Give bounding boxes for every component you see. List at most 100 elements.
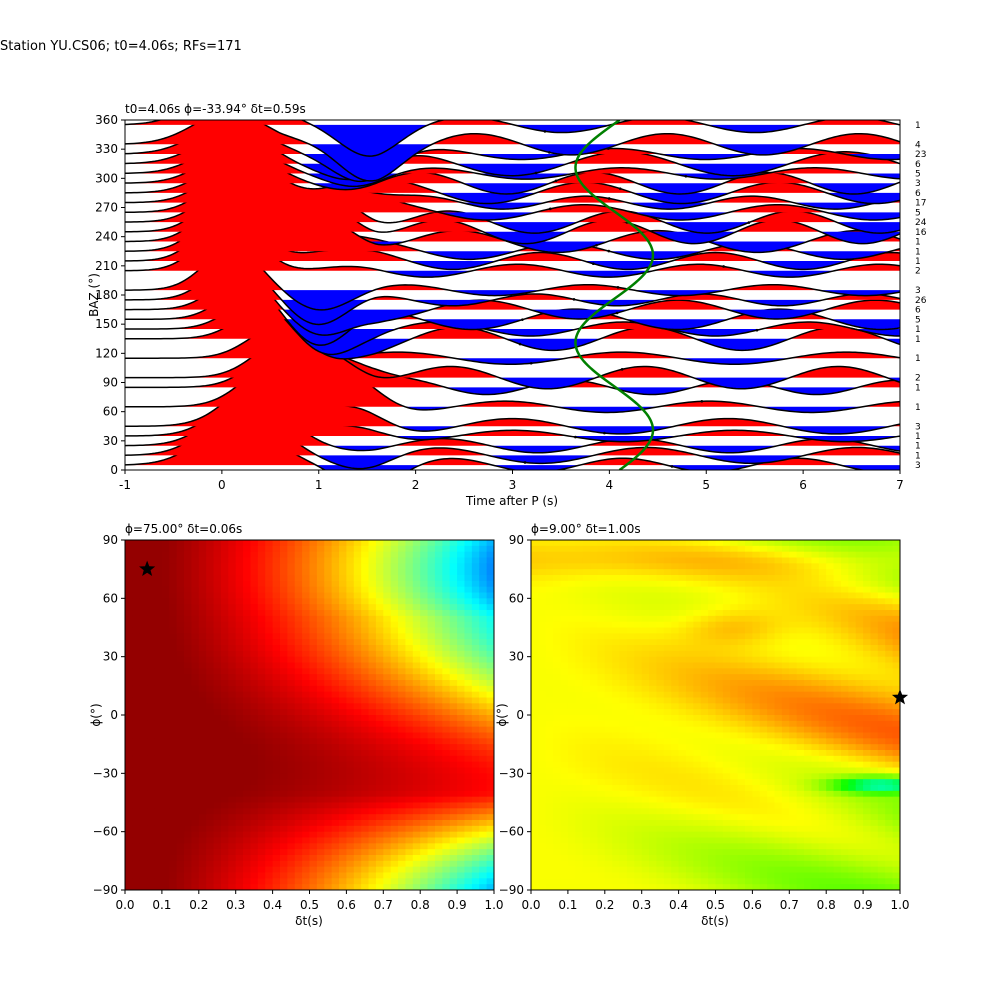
heatmap-left-cell xyxy=(154,674,163,681)
heatmap-left-cell xyxy=(442,790,451,798)
heatmap-left-cell xyxy=(198,540,207,547)
heatmap-left-cell xyxy=(294,878,303,885)
heatmap-left-cell xyxy=(169,866,178,874)
heatmap-left-cell xyxy=(228,575,237,582)
heatmap-left-cell xyxy=(471,656,480,664)
heatmap-left-cell xyxy=(191,820,200,827)
heatmap-right-cell xyxy=(538,878,547,885)
heatmap-right-cell xyxy=(700,860,709,868)
heatmap-right-cell xyxy=(597,878,606,885)
heatmap-left-cell xyxy=(198,575,207,582)
heatmap-left-cell xyxy=(125,744,133,751)
rf-traces xyxy=(125,120,900,470)
heatmap-left-cell xyxy=(346,790,355,798)
heatmap-left-cell xyxy=(279,604,288,611)
heatmap-left-cell xyxy=(405,691,414,699)
heatmap-left-cell xyxy=(213,773,222,780)
heatmap-left-cell xyxy=(206,639,215,646)
heatmap-right-cell xyxy=(715,650,724,658)
heatmap-right-cell xyxy=(708,580,717,588)
heatmap-right-cell xyxy=(737,843,746,850)
heatmap-left-cell xyxy=(294,604,303,611)
heatmap-left-cell xyxy=(169,878,178,885)
heatmap-left-cell xyxy=(139,761,148,769)
heatmap-left-cell xyxy=(324,703,333,710)
heatmap-left-cell xyxy=(147,680,156,687)
heatmap-right-cell xyxy=(575,767,584,774)
heatmap-right-cell xyxy=(656,855,665,862)
heatmap-left-cell xyxy=(250,540,259,547)
heatmap-left-cell xyxy=(361,674,370,681)
heatmap-right-cell xyxy=(597,645,606,652)
heatmap-left-cell xyxy=(250,732,259,739)
heatmap-left-cell xyxy=(220,837,229,844)
heatmap-left-cell xyxy=(346,709,355,716)
heatmap-right-cell xyxy=(582,860,591,868)
heatmap-right-cell xyxy=(567,615,576,623)
heatmap-left-cell xyxy=(353,773,362,780)
heatmap-right-cell xyxy=(671,575,680,582)
heatmap-left-cell xyxy=(324,843,333,850)
heatmap-left-cell xyxy=(471,674,480,681)
heatmap-left-cell xyxy=(361,779,370,786)
heatmap-right-cell xyxy=(641,715,650,722)
heatmap-left-cell xyxy=(294,837,303,844)
heatmap-left-cell xyxy=(191,621,200,629)
heatmap-left-cell xyxy=(442,878,451,885)
heatmap-left-cell xyxy=(412,767,421,774)
heatmap-left-cell xyxy=(324,680,333,687)
rf-marker-265 xyxy=(548,207,552,211)
heatmap-left-cell xyxy=(228,726,237,734)
heatmap-left-cell xyxy=(449,866,458,874)
heatmap-left-cell xyxy=(339,680,347,687)
heatmap-right-cell xyxy=(560,691,569,699)
heatmap-left-cell xyxy=(243,680,252,687)
rf-count-label: 1 xyxy=(915,432,921,442)
heatmap-left-cell xyxy=(161,785,170,792)
heatmap-left-cell xyxy=(184,878,193,885)
rf-ytick-label: 0 xyxy=(110,463,118,477)
heatmap-left-cell xyxy=(235,732,244,739)
heatmap-left-cell xyxy=(375,825,384,833)
heatmap-right-cell xyxy=(612,540,621,547)
heatmap-left-cell xyxy=(464,662,473,669)
heatmap-right-cell xyxy=(656,860,665,868)
heatmap-left-cell xyxy=(272,650,281,658)
heatmap-right-cell xyxy=(708,866,717,874)
heatmap-right-cell xyxy=(597,779,606,786)
heatmap-right-cell xyxy=(590,709,599,716)
heatmap-right-cell xyxy=(685,586,694,594)
heatmap-right-cell xyxy=(649,662,658,669)
heatmap-left-cell xyxy=(294,715,303,722)
heatmap-right-cell xyxy=(730,633,739,640)
heatmap-right-cell xyxy=(575,785,584,792)
heatmap-right-cell xyxy=(671,680,680,687)
heatmap-right-cell xyxy=(567,627,576,634)
heatmap-right-cell xyxy=(700,685,709,693)
heatmap-left-cell xyxy=(486,580,494,588)
heatmap-left-cell xyxy=(442,580,451,588)
heatmap-left-cell xyxy=(132,802,141,809)
heatmap-left-cell xyxy=(125,668,133,675)
heatmap-left-cell xyxy=(161,674,170,681)
heatmap-right-cell xyxy=(604,662,613,669)
heatmap-left-cell xyxy=(479,884,488,890)
heatmap-right-cell xyxy=(545,697,554,704)
heatmap-right-cell xyxy=(582,557,591,564)
heatmap-left-cell xyxy=(398,761,407,769)
heatmap-left-cell xyxy=(213,738,222,745)
heatmap-left-cell xyxy=(412,779,421,786)
heatmap-left-cell xyxy=(139,855,148,862)
heatmap-right-cell xyxy=(737,837,746,844)
heatmap-right-cell xyxy=(649,744,658,751)
heatmap-left-cell xyxy=(375,785,384,792)
heatmap-right-cell xyxy=(545,744,554,751)
heatmap-left-cell xyxy=(154,604,163,611)
heatmap-right-cell xyxy=(737,598,746,605)
heatmap-left-cell xyxy=(339,761,347,769)
heatmap-left-cell xyxy=(191,843,200,850)
heatmap-left-cell xyxy=(324,569,333,576)
heatmap-right-cell xyxy=(582,732,591,739)
heatmap-left-cell xyxy=(346,872,355,879)
heatmap-left-cell xyxy=(257,592,266,599)
